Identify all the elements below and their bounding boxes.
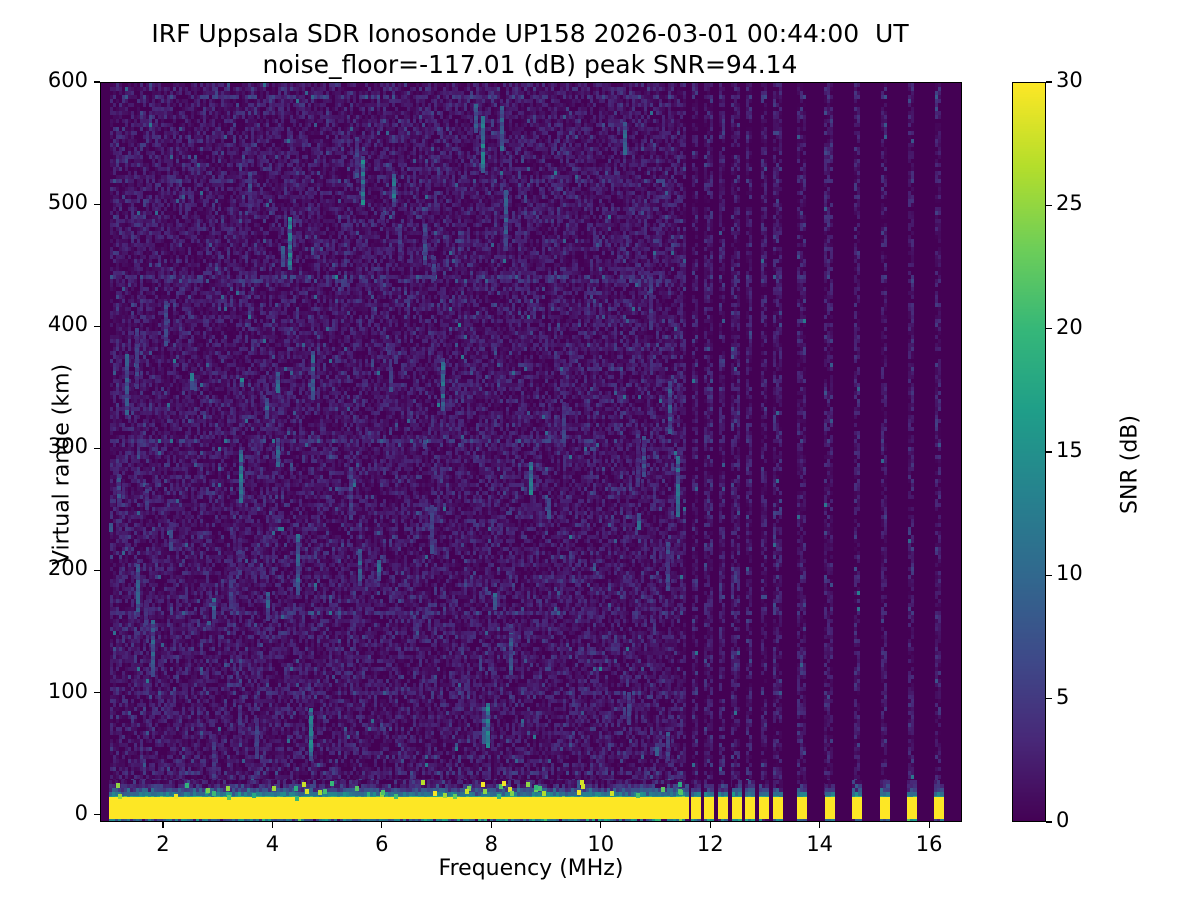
x-tick-mark [600, 822, 602, 828]
y-tick-mark [94, 569, 100, 572]
y-tick-mark [94, 81, 100, 83]
y-tick-mark [94, 691, 100, 694]
ionogram-axes[interactable] [100, 82, 962, 822]
x-tick-label: 4 [265, 832, 280, 856]
colorbar-gradient [1013, 83, 1045, 821]
x-tick-mark [381, 822, 383, 828]
colorbar-tick-mark [1046, 451, 1052, 453]
colorbar-tick-mark [1046, 328, 1052, 330]
x-tick-mark [271, 822, 273, 828]
y-tick-mark [94, 814, 100, 816]
y-tick-label: 0 [74, 800, 88, 825]
ionogram-heatmap[interactable] [101, 83, 961, 821]
y-tick-label: 400 [47, 312, 88, 337]
colorbar-tick-mark [1046, 574, 1052, 576]
colorbar-label: SNR (dB) [1117, 415, 1143, 514]
y-tick-mark [94, 447, 100, 449]
y-axis-label: Virtual range (km) [49, 363, 75, 566]
colorbar-tick-label: 25 [1056, 191, 1083, 216]
colorbar-tick-label: 5 [1056, 684, 1070, 709]
x-tick-mark [490, 822, 492, 828]
x-tick-label: 16 [915, 832, 943, 856]
colorbar-tick-mark [1046, 204, 1052, 206]
x-tick-label: 12 [696, 832, 724, 856]
x-tick-label: 10 [587, 832, 615, 856]
colorbar-tick-label: 20 [1056, 314, 1083, 339]
plot-title: IRF Uppsala SDR Ionosonde UP158 2026-03-… [0, 18, 1060, 81]
x-tick-label: 6 [375, 832, 389, 856]
x-tick-label: 14 [806, 832, 834, 856]
y-tick-label: 200 [47, 556, 88, 581]
snr-colorbar[interactable] [1012, 82, 1046, 822]
x-tick-mark [162, 822, 164, 828]
title-line-1: IRF Uppsala SDR Ionosonde UP158 2026-03-… [151, 19, 909, 48]
y-tick-mark [94, 203, 100, 205]
y-tick-label: 100 [47, 678, 88, 703]
title-line-2: noise_floor=-117.01 (dB) peak SNR=94.14 [262, 50, 798, 80]
y-tick-label: 600 [47, 68, 88, 92]
colorbar-tick-label: 15 [1056, 438, 1083, 462]
x-tick-mark [709, 822, 711, 828]
y-tick-mark [94, 325, 100, 327]
colorbar-tick-label: 30 [1056, 68, 1083, 92]
colorbar-tick-mark [1046, 81, 1052, 83]
x-tick-label: 8 [484, 832, 498, 856]
colorbar-tick-mark [1046, 821, 1052, 823]
y-tick-label: 300 [47, 434, 88, 459]
y-tick-label: 500 [47, 190, 88, 215]
x-tick-mark [928, 822, 930, 828]
x-tick-label: 2 [156, 832, 170, 856]
colorbar-tick-mark [1046, 698, 1052, 700]
colorbar-tick-label: 10 [1056, 561, 1083, 586]
x-tick-mark [819, 822, 821, 828]
x-axis-label: Frequency (MHz) [438, 856, 624, 881]
colorbar-tick-label: 0 [1056, 808, 1070, 832]
